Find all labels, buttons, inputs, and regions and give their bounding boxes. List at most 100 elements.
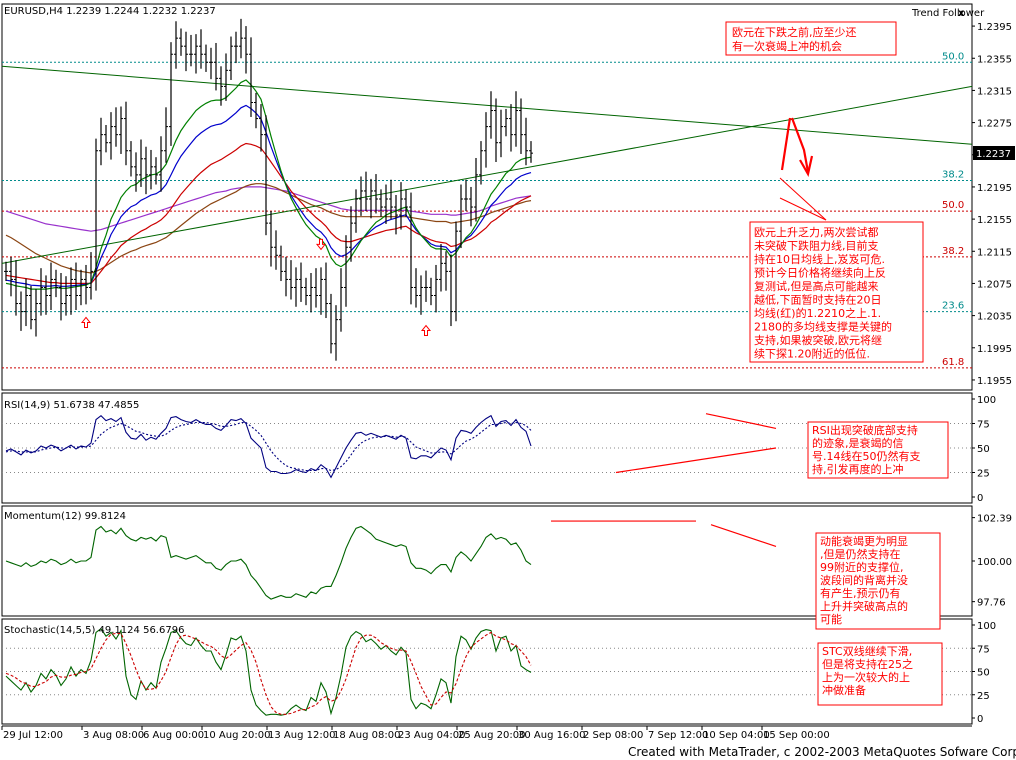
rsi-support-line xyxy=(615,447,777,474)
indicator-tag-label: Trend Follower xyxy=(911,8,985,19)
indicator-line xyxy=(5,627,532,716)
price-bars xyxy=(4,18,533,361)
note-2-box xyxy=(749,221,924,363)
footer-credit: Created with MetaTrader, c 2002-2003 Met… xyxy=(628,745,1016,759)
trendlines xyxy=(1,65,973,264)
note-line: 号.14线在50仍然有支 xyxy=(812,449,921,463)
time-tick-label: 7 Sep 12:00 xyxy=(648,730,708,741)
price-tick-label: 1.1955 xyxy=(977,376,1012,387)
note-line: 但是将支持在25之 xyxy=(822,657,913,671)
trendline xyxy=(1,85,973,264)
axis-tick-label: 50 xyxy=(977,444,990,455)
note-line: 动能衰竭更为明显 xyxy=(820,534,908,548)
axis-tick-label: 100 xyxy=(977,395,996,406)
note-line: 的迹象,是衰竭的信 xyxy=(812,436,904,450)
time-tick-label: 2 Sep 08:00 xyxy=(583,730,643,741)
note-1-line-2: 有一次衰竭上冲的机会 xyxy=(732,39,842,53)
moving-averages xyxy=(5,79,532,290)
price-tick-label: 1.2315 xyxy=(977,86,1012,97)
trendline xyxy=(1,65,973,145)
time-tick-label: 23 Aug 04:00 xyxy=(398,730,465,741)
pane-frame-main xyxy=(1,3,973,391)
axis-tick-label: 100 xyxy=(977,621,996,632)
axis-tick-label: 0 xyxy=(977,493,983,504)
arrow-markers xyxy=(82,238,432,337)
time-tick-label: 6 Aug 00:00 xyxy=(143,730,204,741)
note-3-box xyxy=(807,421,949,479)
note-line: 可能 xyxy=(820,612,842,626)
time-tick-label: 15 Sep 00:00 xyxy=(763,730,830,741)
price-tick-label: 1.2075 xyxy=(977,279,1012,290)
momentum-divergence-line xyxy=(710,524,777,548)
note-1: 欧元在下跌之前,应至少还 有一次衰竭上冲的机会 xyxy=(725,21,897,56)
note-line: 支持,如果被突破,欧元将继 xyxy=(754,333,882,347)
annotation-arrows xyxy=(779,117,827,221)
price-tick-label: 1.1995 xyxy=(977,344,1012,355)
note-1-line-1: 欧元在下跌之前,应至少还 xyxy=(732,25,857,39)
ma-purple-line xyxy=(5,186,532,232)
stochastic-pane: 100 75 50 25 0 xyxy=(2,621,996,725)
note-line: 有产生,预示仍有 xyxy=(820,586,901,600)
price-tick-label: 1.2155 xyxy=(977,215,1012,226)
note-5-box xyxy=(817,642,943,706)
price-tick-label: 1.2275 xyxy=(977,119,1012,130)
annotation-arrow-down xyxy=(790,117,810,173)
arrow-up-icon xyxy=(420,324,432,337)
indicator-line xyxy=(5,414,532,479)
time-tick-label: 3 Aug 08:00 xyxy=(83,730,144,741)
note-line: 未突破下跌阻力线,目前支 xyxy=(754,239,879,253)
stochastic-label: Stochastic(14,5,5) 49.1124 56.6796 xyxy=(4,625,184,636)
note-line: 上升并突破高点的 xyxy=(820,599,908,613)
axis-tick-label: 50 xyxy=(977,668,990,679)
time-tick-label: 13 Aug 12:00 xyxy=(268,730,335,741)
axis-tick-label: 75 xyxy=(977,644,990,655)
note-line: ,但是仍然支持在 xyxy=(820,547,901,561)
note-line: 波段间的背离并没 xyxy=(820,573,908,587)
price-tick-label: 1.2115 xyxy=(977,247,1012,258)
note-2: 欧元上升乏力,两次尝试都未突破下跌阻力线,目前支持在10日均线上,岌岌可危.预计… xyxy=(749,221,924,363)
current-price-label: 1.2237 xyxy=(973,146,1015,160)
close-icon[interactable]: x xyxy=(958,8,965,19)
fib-label: 50.0 xyxy=(942,51,964,62)
indicator-line xyxy=(5,421,532,472)
main-header: EURUSD,H4 1.2239 1.2244 1.2232 1.2237 xyxy=(4,6,216,17)
rsi-resistance-line xyxy=(705,413,777,429)
axis-tick-label: 102.39 xyxy=(977,514,1012,525)
note-4-box xyxy=(815,532,941,630)
note-line: 99附近的支撑位, xyxy=(820,560,904,574)
momentum-label: Momentum(12) 99.8124 xyxy=(4,511,126,522)
fib-label: 38.2 xyxy=(942,246,964,257)
indicator-line xyxy=(5,631,532,715)
arrow-down-icon xyxy=(315,238,327,251)
note-1-box xyxy=(725,21,897,56)
note-line: 上为一次较大的上 xyxy=(822,670,910,684)
momentum-pane: 102.39 100.00 97.76 xyxy=(5,514,1012,609)
note-line: 越低,下面暂时支持在20日 xyxy=(754,293,882,307)
price-tick-label: 1.2395 xyxy=(977,22,1012,33)
note-line: 欧元上升乏力,两次尝试都 xyxy=(754,225,879,239)
price-tick-label: 1.2355 xyxy=(977,54,1012,65)
note-line: 复测试,但是高点可能越来 xyxy=(754,279,879,293)
rsi-label: RSI(14,9) 51.6738 47.4855 xyxy=(4,400,139,411)
note-line: 持在10日均线上,岌岌可危. xyxy=(754,252,885,266)
indicator-line xyxy=(5,525,532,600)
axis-tick-label: 97.76 xyxy=(977,598,1006,609)
pointer-line-2 xyxy=(779,197,827,221)
price-tick-label: 1.2195 xyxy=(977,183,1012,194)
note-4: 动能衰竭更为明显,但是仍然支持在99附近的支撑位,波段间的背离并没有产生,预示仍… xyxy=(815,532,941,630)
note-line: 预计今日价格将继续向上反 xyxy=(754,266,886,280)
time-tick-label: 10 Aug 20:00 xyxy=(203,730,270,741)
note-3: RSI出现突破底部支持的迹象,是衰竭的信号.14线在50仍然有支持,引发再度的上… xyxy=(807,421,949,479)
note-line: RSI出现突破底部支持 xyxy=(812,423,918,437)
axis-tick-label: 75 xyxy=(977,420,990,431)
time-tick-label: 30 Aug 16:00 xyxy=(518,730,585,741)
axis-tick-label: 25 xyxy=(977,469,990,480)
note-line: 续下探1.20附近的低位. xyxy=(754,347,870,361)
note-line: 持,引发再度的上冲 xyxy=(812,462,904,476)
axis-tick-label: 25 xyxy=(977,691,990,702)
ma-fast-line xyxy=(5,79,532,290)
annotation-arrowhead xyxy=(799,155,814,178)
